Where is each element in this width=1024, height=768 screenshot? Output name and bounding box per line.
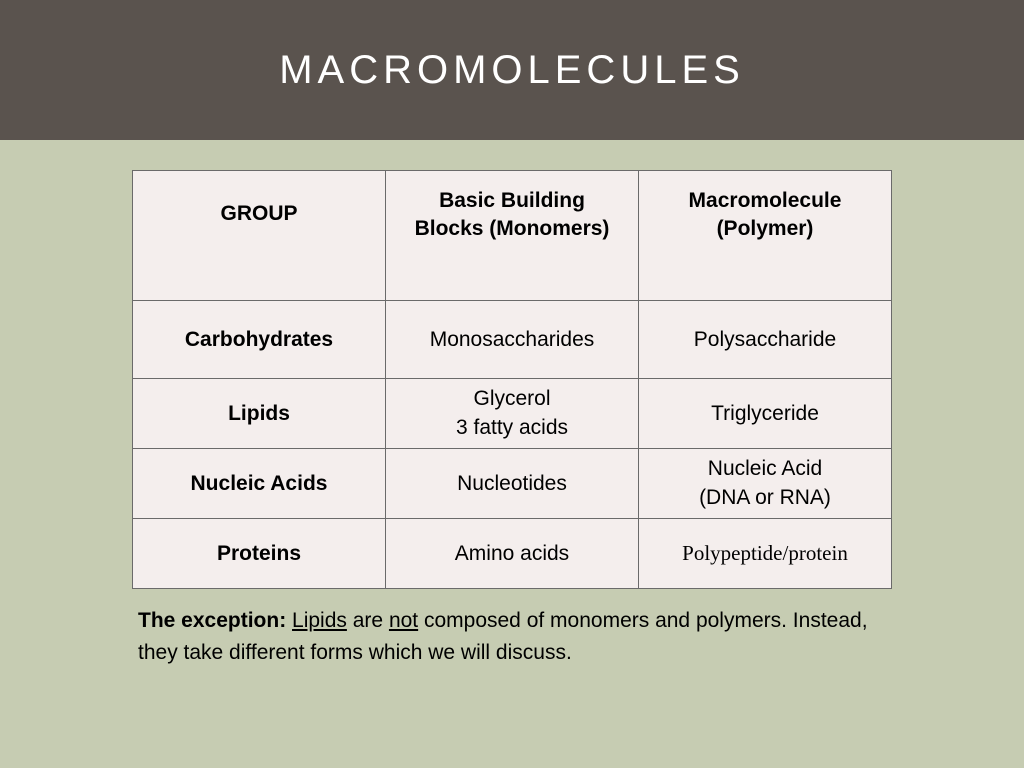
cell-polymer: Polypeptide/protein xyxy=(639,519,892,589)
cell-group: Lipids xyxy=(133,379,386,449)
note-lipids: Lipids xyxy=(292,609,347,632)
table-row: Carbohydrates Monosaccharides Polysaccha… xyxy=(133,301,892,379)
cell-monomer-l2: 3 fatty acids xyxy=(456,416,568,439)
cell-monomer: Nucleotides xyxy=(386,449,639,519)
header-group: GROUP xyxy=(133,171,386,301)
cell-polymer-l2: (DNA or RNA) xyxy=(699,486,831,509)
header-monomers-l1: Basic Building xyxy=(439,189,585,212)
macromolecules-table: GROUP Basic Building Blocks (Monomers) M… xyxy=(132,170,892,589)
cell-polymer-l1: Nucleic Acid xyxy=(708,457,822,480)
cell-group: Proteins xyxy=(133,519,386,589)
note-mid1: are xyxy=(347,609,389,632)
header-monomers-l2: Blocks (Monomers) xyxy=(415,217,610,240)
note-lead: The exception: xyxy=(138,609,292,632)
header-monomers: Basic Building Blocks (Monomers) xyxy=(386,171,639,301)
cell-polymer: Triglyceride xyxy=(639,379,892,449)
table-header-row: GROUP Basic Building Blocks (Monomers) M… xyxy=(133,171,892,301)
cell-monomer: Glycerol 3 fatty acids xyxy=(386,379,639,449)
note-not: not xyxy=(389,609,418,632)
exception-note: The exception: Lipids are not composed o… xyxy=(132,605,892,668)
cell-monomer: Monosaccharides xyxy=(386,301,639,379)
table-row: Nucleic Acids Nucleotides Nucleic Acid (… xyxy=(133,449,892,519)
table-row: Lipids Glycerol 3 fatty acids Triglyceri… xyxy=(133,379,892,449)
cell-monomer-l1: Glycerol xyxy=(473,387,550,410)
page-title: MACROMOLECULES xyxy=(279,48,745,93)
header-polymer-l2: (Polymer) xyxy=(717,217,814,240)
cell-group: Carbohydrates xyxy=(133,301,386,379)
header-polymer: Macromolecule (Polymer) xyxy=(639,171,892,301)
content-area: GROUP Basic Building Blocks (Monomers) M… xyxy=(0,140,1024,688)
cell-group: Nucleic Acids xyxy=(133,449,386,519)
table-row: Proteins Amino acids Polypeptide/protein xyxy=(133,519,892,589)
cell-monomer: Amino acids xyxy=(386,519,639,589)
cell-polymer: Nucleic Acid (DNA or RNA) xyxy=(639,449,892,519)
header-polymer-l1: Macromolecule xyxy=(689,189,842,212)
cell-polymer: Polysaccharide xyxy=(639,301,892,379)
title-bar: MACROMOLECULES xyxy=(0,0,1024,140)
